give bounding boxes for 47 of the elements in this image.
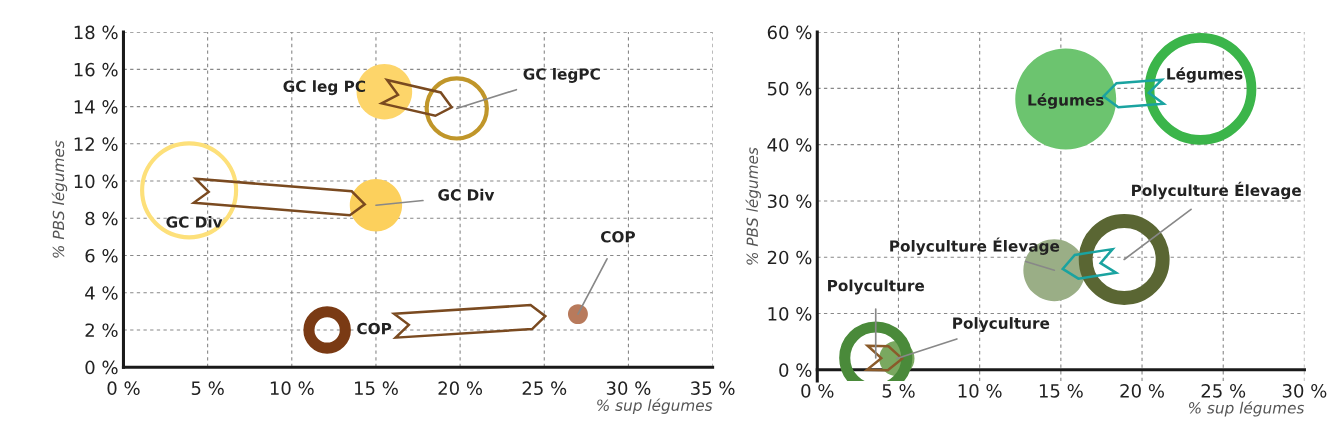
annotation: Polyculture Élevage <box>890 237 1060 255</box>
y-tick-label: 6 % <box>85 248 118 263</box>
annotation: GC Div <box>166 215 223 228</box>
annotation: COP <box>601 230 636 243</box>
x-tick-label: 25 % <box>522 381 567 396</box>
x-tick-label: 5 % <box>882 384 915 398</box>
annotation: Légumes <box>1028 93 1104 109</box>
y-tick-label: 0 % <box>779 363 812 377</box>
y-tick-label: 50 % <box>767 81 812 96</box>
y-tick-label: 4 % <box>85 286 118 300</box>
annotation: COP <box>357 322 392 335</box>
y-axis-title: % PBS légumes <box>745 147 761 265</box>
y-tick-label: 12 % <box>74 137 118 151</box>
x-tick-label: 15 % <box>355 381 398 396</box>
y-tick-label: 18 % <box>74 25 118 40</box>
x-tick-label: 20 % <box>438 381 483 396</box>
x-tick-label: 10 % <box>270 381 314 396</box>
x-tick-label: 35 % <box>691 381 735 396</box>
annotation: Légumes <box>1167 67 1243 83</box>
annotation: Polyculture Élevage <box>1132 181 1301 200</box>
y-axis-title: % PBS légumes <box>51 140 68 258</box>
x-tick-label: 10 % <box>958 384 1002 398</box>
y-tick-label: 20 % <box>767 250 812 265</box>
y-tick-label: 40 % <box>767 138 812 152</box>
x-tick-label: 30 % <box>606 381 651 396</box>
x-tick-label: 5 % <box>191 381 224 396</box>
x-tick-label: 15 % <box>1039 384 1083 398</box>
y-tick-label: 14 % <box>74 100 118 114</box>
x-axis-title: % sup légumes <box>1188 401 1305 417</box>
x-tick-label: 30 % <box>1282 384 1327 398</box>
x-tick-label: 0 % <box>107 381 140 396</box>
x-tick-label: 25 % <box>1201 384 1246 398</box>
y-tick-label: 2 % <box>85 323 118 338</box>
y-tick-label: 30 % <box>767 194 812 209</box>
annotation: GC legPC <box>523 67 600 83</box>
y-tick-label: 0 % <box>85 360 118 375</box>
y-tick-label: 10 % <box>768 306 812 321</box>
annotation: GC Div <box>438 188 495 201</box>
x-tick-label: 20 % <box>1120 384 1164 398</box>
y-tick-label: 10 % <box>74 174 118 189</box>
y-tick-label: 8 % <box>85 211 118 226</box>
annotation: Polyculture <box>953 317 1050 332</box>
y-tick-label: 16 % <box>74 62 118 77</box>
y-tick-label: 60 % <box>767 25 812 40</box>
x-axis-title: % sup légumes <box>597 398 713 414</box>
x-tick-label: 0 % <box>801 384 834 398</box>
annotation: Polyculture <box>828 279 925 295</box>
